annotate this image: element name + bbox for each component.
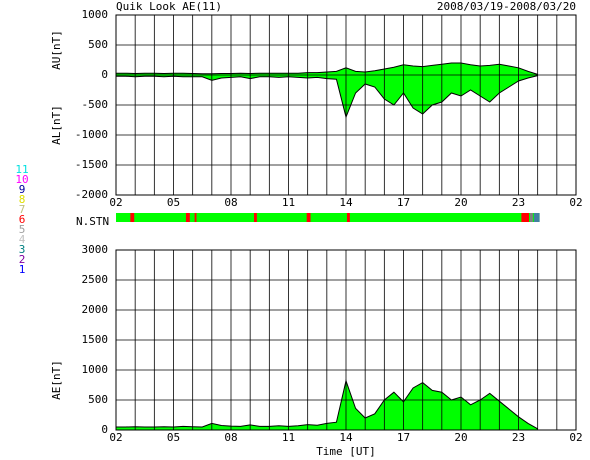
area-fill (116, 63, 538, 75)
station-segment (185, 213, 190, 222)
x-tick-label: 08 (224, 431, 237, 444)
x-tick-label: 20 (454, 431, 467, 444)
station-level: 6 (19, 213, 26, 226)
y-tick-label: 500 (88, 393, 108, 406)
station-level: 10 (15, 173, 28, 186)
y-tick-label: 1000 (82, 8, 109, 21)
station-segment (533, 213, 540, 222)
y-axis-label: AE[nT] (50, 360, 63, 400)
x-tick-label: 11 (282, 196, 295, 209)
x-tick-label: 02 (109, 431, 122, 444)
area-fill (116, 380, 538, 430)
y-tick-label: 0 (101, 68, 108, 81)
x-tick-label: 17 (397, 196, 410, 209)
station-segment (116, 213, 540, 222)
area-fill (116, 75, 538, 117)
station-level: 4 (19, 233, 26, 246)
plot-frame (115, 249, 577, 431)
x-tick-label: 23 (512, 196, 525, 209)
station-level: 9 (19, 183, 26, 196)
y-tick-label: -1500 (75, 158, 108, 171)
station-segment (530, 213, 533, 222)
nstn-label: N.STN (76, 215, 109, 228)
station-segment (194, 213, 197, 222)
station-level: 7 (19, 203, 26, 216)
series-line (116, 62, 538, 75)
y-tick-label: -2000 (75, 188, 108, 201)
y-axis-label: AL[nT] (50, 105, 63, 145)
y-tick-label: 500 (88, 38, 108, 51)
series-line (116, 378, 538, 430)
y-tick-label: 1000 (82, 363, 109, 376)
x-tick-label: 20 (454, 196, 467, 209)
station-level: 3 (19, 243, 26, 256)
station-segment (521, 213, 530, 222)
x-tick-label: 02 (569, 196, 582, 209)
plot-frame (115, 14, 577, 196)
y-tick-label: 3000 (82, 243, 109, 256)
y-axis-label: AU[nT] (50, 30, 63, 70)
x-tick-label: 05 (167, 431, 180, 444)
y-tick-label: 0 (101, 423, 108, 436)
station-segment (254, 213, 257, 222)
chart-title: Quik Look AE(11) (116, 0, 222, 13)
x-tick-label: 02 (109, 196, 122, 209)
y-tick-label: 1500 (82, 333, 109, 346)
x-tick-label: 11 (282, 431, 295, 444)
station-level: 5 (19, 223, 26, 236)
x-tick-label: 23 (512, 431, 525, 444)
series-line (116, 75, 538, 119)
station-segment (346, 213, 350, 222)
x-tick-label: 14 (339, 196, 353, 209)
y-tick-label: 2500 (82, 273, 109, 286)
station-segment (306, 213, 311, 222)
station-level: 1 (19, 263, 26, 276)
date-range: 2008/03/19-2008/03/20 (437, 0, 576, 13)
x-tick-label: 02 (569, 431, 582, 444)
x-tick-label: 08 (224, 196, 237, 209)
x-tick-label: 05 (167, 196, 180, 209)
x-axis-label: Time [UT] (316, 445, 376, 458)
x-tick-label: 14 (339, 431, 353, 444)
y-tick-label: -500 (82, 98, 109, 111)
x-tick-label: 17 (397, 431, 410, 444)
station-level: 2 (19, 253, 26, 266)
y-tick-label: -1000 (75, 128, 108, 141)
y-tick-label: 2000 (82, 303, 109, 316)
station-level: 11 (15, 163, 28, 176)
station-segment (130, 213, 135, 222)
station-level: 8 (19, 193, 26, 206)
